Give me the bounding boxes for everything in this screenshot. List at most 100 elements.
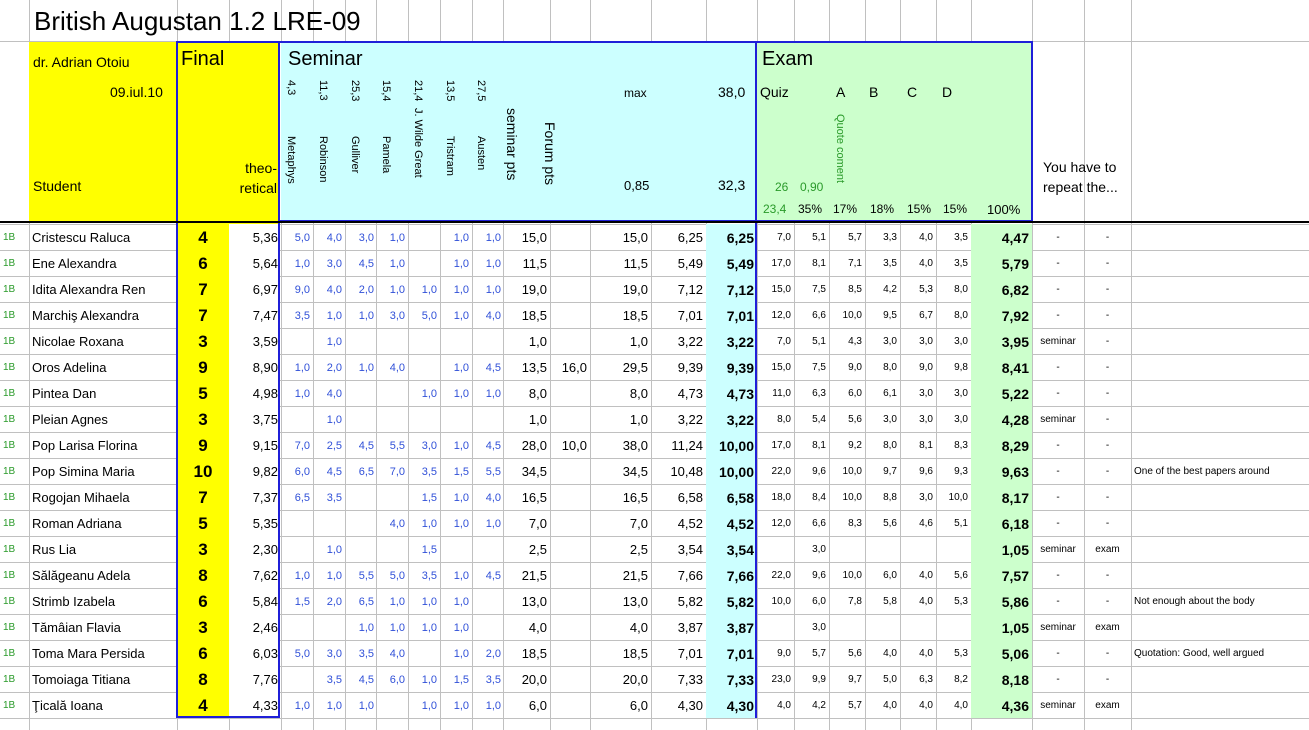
exam-score[interactable]: 8,0 — [954, 310, 968, 321]
exam-score[interactable]: 3,0 — [919, 414, 933, 425]
exam-score[interactable]: 4,2 — [883, 284, 897, 295]
seminar-score[interactable]: 1,5 — [421, 544, 437, 556]
seminar-score[interactable]: 1,0 — [421, 596, 437, 608]
repeat-seminar[interactable]: - — [1056, 284, 1060, 295]
seminar-grade[interactable]: 7,01 — [726, 646, 754, 662]
exam-score[interactable]: 4,0 — [919, 700, 933, 711]
group-cell[interactable]: 1B — [3, 596, 16, 607]
exam-score[interactable]: 10,0 — [842, 492, 862, 503]
forum-points[interactable] — [550, 485, 590, 511]
exam-score[interactable]: 9,0 — [848, 362, 862, 373]
theoretical-grade[interactable]: 8,90 — [252, 360, 278, 375]
repeat-exam[interactable]: - — [1105, 570, 1110, 581]
exam-score[interactable]: 3,0 — [954, 336, 968, 347]
repeat-seminar[interactable]: - — [1056, 258, 1060, 269]
seminar-score[interactable]: 3,5 — [421, 570, 437, 582]
seminar-score[interactable]: 1,0 — [421, 622, 437, 634]
seminar-score[interactable] — [281, 667, 313, 693]
total-points[interactable]: 34,5 — [622, 464, 648, 479]
seminar-score[interactable]: 1,5 — [421, 492, 437, 504]
repeat-exam[interactable]: - — [1105, 310, 1110, 321]
total-points[interactable]: 4,0 — [629, 620, 648, 635]
seminar-score[interactable]: 1,0 — [326, 570, 342, 582]
forum-points[interactable] — [550, 407, 590, 433]
seminar-score[interactable]: 1,0 — [389, 622, 405, 634]
seminar-score[interactable]: 1,0 — [485, 388, 501, 400]
seminar-score[interactable]: 2,0 — [326, 362, 342, 374]
student-name[interactable]: Nicolae Roxana — [32, 334, 124, 349]
exam-score[interactable]: 3,0 — [812, 622, 826, 633]
student-name[interactable]: Toma Mara Persida — [32, 646, 145, 661]
exam-score[interactable]: 8,0 — [954, 284, 968, 295]
seminar-score[interactable] — [408, 355, 440, 381]
seminar-points[interactable]: 2,5 — [528, 542, 547, 557]
final-grade[interactable]: 6 — [198, 644, 208, 663]
exam-score[interactable]: 6,0 — [812, 596, 826, 607]
student-name[interactable]: Idita Alexandra Ren — [32, 282, 146, 297]
repeat-exam[interactable]: - — [1105, 596, 1110, 607]
seminar-computed[interactable]: 3,22 — [677, 412, 703, 427]
group-cell[interactable]: 1B — [3, 570, 16, 581]
theoretical-grade[interactable]: 4,33 — [252, 698, 278, 713]
seminar-grade[interactable]: 10,00 — [718, 438, 754, 454]
total-points[interactable]: 1,0 — [629, 334, 648, 349]
seminar-score[interactable]: 1,0 — [453, 700, 469, 712]
seminar-points[interactable]: 13,5 — [521, 360, 547, 375]
seminar-score[interactable]: 1,0 — [421, 388, 437, 400]
forum-points[interactable] — [550, 667, 590, 693]
exam-score[interactable]: 4,3 — [848, 336, 862, 347]
seminar-score[interactable]: 1,0 — [421, 674, 437, 686]
seminar-score[interactable]: 5,5 — [389, 440, 405, 452]
seminar-score[interactable]: 1,0 — [389, 258, 405, 270]
forum-points[interactable] — [550, 589, 590, 615]
seminar-grade[interactable]: 7,12 — [726, 282, 754, 298]
seminar-computed[interactable]: 5,82 — [677, 594, 703, 609]
seminar-score[interactable]: 3,5 — [326, 492, 342, 504]
seminar-computed[interactable]: 9,39 — [677, 360, 703, 375]
exam-score[interactable]: 9,7 — [883, 466, 897, 477]
seminar-score[interactable]: 1,0 — [389, 284, 405, 296]
seminar-score[interactable] — [345, 537, 377, 563]
exam-score[interactable]: 10,0 — [842, 466, 862, 477]
seminar-score[interactable]: 1,0 — [453, 492, 469, 504]
exam-score[interactable]: 8,3 — [848, 518, 862, 529]
theoretical-grade[interactable]: 4,98 — [252, 386, 278, 401]
seminar-grade[interactable]: 7,66 — [726, 568, 754, 584]
seminar-score[interactable]: 1,0 — [421, 518, 437, 530]
group-cell[interactable]: 1B — [3, 388, 16, 399]
repeat-exam[interactable]: - — [1105, 362, 1110, 373]
forum-points[interactable] — [550, 563, 590, 589]
seminar-score[interactable]: 1,0 — [453, 622, 469, 634]
group-cell[interactable]: 1B — [3, 310, 16, 321]
seminar-score[interactable] — [440, 407, 472, 433]
seminar-score[interactable]: 2,0 — [358, 284, 374, 296]
seminar-grade[interactable]: 3,22 — [726, 412, 754, 428]
seminar-points[interactable]: 11,5 — [522, 256, 547, 271]
seminar-score[interactable] — [408, 641, 440, 667]
exam-score[interactable]: 3,0 — [919, 336, 933, 347]
repeat-exam[interactable]: - — [1105, 648, 1110, 659]
exam-score[interactable]: 5,4 — [812, 414, 826, 425]
theoretical-grade[interactable]: 7,37 — [252, 490, 278, 505]
exam-grade[interactable]: 5,06 — [1001, 646, 1029, 662]
exam-score[interactable]: 3,0 — [883, 414, 897, 425]
exam-score[interactable]: 4,0 — [883, 700, 897, 711]
exam-score[interactable]: 4,0 — [919, 232, 933, 243]
seminar-score[interactable]: 1,0 — [453, 440, 469, 452]
group-cell[interactable]: 1B — [3, 674, 16, 685]
seminar-score[interactable] — [472, 407, 504, 433]
seminar-computed[interactable]: 7,66 — [677, 568, 703, 583]
repeat-seminar[interactable]: - — [1056, 596, 1060, 607]
exam-score[interactable]: 9,6 — [919, 466, 933, 477]
student-name[interactable]: Rogojan Mihaela — [32, 490, 130, 505]
exam-grade[interactable]: 5,22 — [1001, 386, 1029, 402]
seminar-computed[interactable]: 4,73 — [677, 386, 703, 401]
exam-score[interactable] — [865, 537, 900, 563]
seminar-score[interactable] — [376, 329, 408, 355]
repeat-seminar[interactable]: seminar — [1040, 622, 1076, 633]
student-name[interactable]: Cristescu Raluca — [32, 230, 131, 245]
seminar-points[interactable]: 6,0 — [528, 698, 547, 713]
exam-score[interactable]: 4,0 — [777, 700, 791, 711]
repeat-seminar[interactable]: seminar — [1040, 336, 1076, 347]
theoretical-grade[interactable]: 3,59 — [252, 334, 278, 349]
